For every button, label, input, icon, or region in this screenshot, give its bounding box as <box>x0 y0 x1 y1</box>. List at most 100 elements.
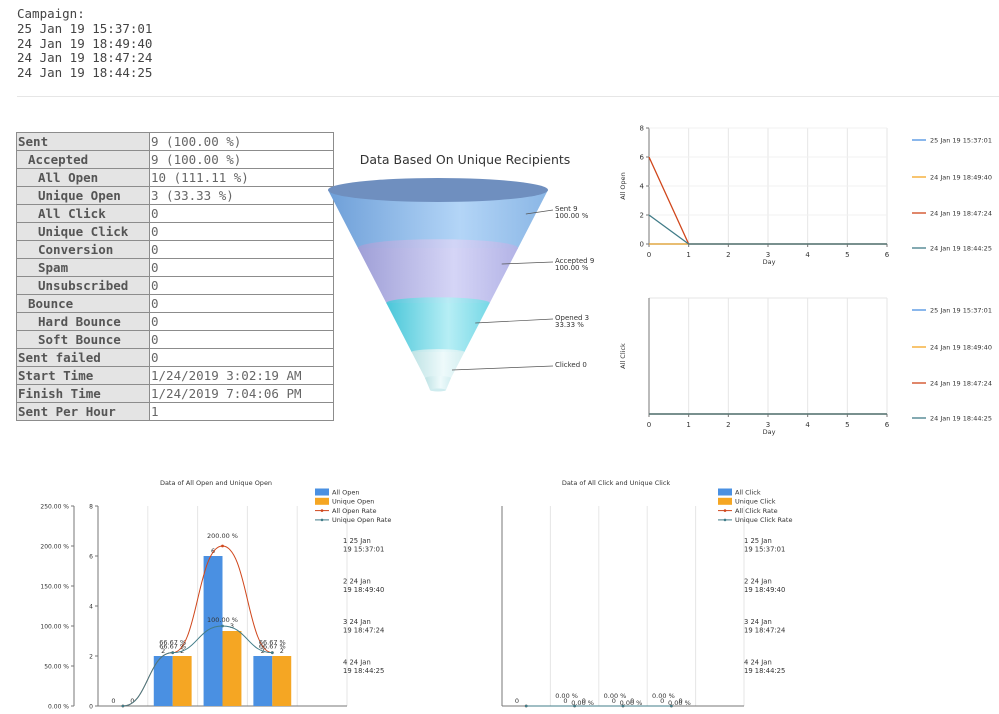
stats-label: Start Time <box>16 366 150 385</box>
stats-row: Unique Click 0 <box>16 222 334 241</box>
x-tick-label: 3 <box>766 251 770 259</box>
category-label-line: 19 18:44:25 <box>343 667 384 675</box>
funnel-stage-pct: 100.00 % <box>555 264 589 272</box>
open-bar-chart: Data of All Open and Unique Open 0 2 4 6 8 0.0… <box>40 479 391 711</box>
x-axis-label: Day <box>763 428 776 436</box>
funnel-stage-label: Accepted 9 <box>555 257 594 265</box>
rate-point <box>270 651 274 655</box>
stats-value: 0 <box>149 204 334 223</box>
campaign-label: Campaign: <box>17 6 85 21</box>
stats-value: 9 (100.00 %) <box>149 132 334 151</box>
bar-label: 6 <box>211 547 215 555</box>
category-label-line: 2 24 Jan <box>744 578 772 586</box>
campaign-date: 24 Jan 19 18:44:25 <box>17 65 153 81</box>
y2-tick-label: 200.00 % <box>40 544 69 551</box>
category-label-line: 4 24 Jan <box>744 659 772 667</box>
stats-value: 10 (111.11 %) <box>149 168 334 187</box>
rate-point <box>171 651 175 655</box>
funnel-stage-label: Opened 3 <box>555 314 589 322</box>
stats-label: Conversion <box>16 240 150 259</box>
legend-label: All Click Rate <box>735 507 778 515</box>
legend-label: Unique Click <box>735 498 776 506</box>
legend-swatch <box>315 488 329 496</box>
stats-label: Unique Click <box>16 222 150 241</box>
stats-value: 0 <box>149 348 334 367</box>
bar-label: 0 <box>679 697 683 705</box>
stats-label: Finish Time <box>16 384 150 403</box>
stats-value: 0 <box>149 294 334 313</box>
y-tick-label: 6 <box>640 154 645 162</box>
funnel-neck <box>425 378 451 390</box>
category-label-line: 2 24 Jan <box>343 578 371 586</box>
chart-title: Data of All Open and Unique Open <box>160 479 272 487</box>
stats-label: Hard Bounce <box>16 312 150 331</box>
y2-tick-label: 250.00 % <box>40 504 69 511</box>
campaign-date: 25 Jan 19 15:37:01 <box>17 20 153 36</box>
legend-label: Unique Open <box>332 498 374 506</box>
stats-value: 0 <box>149 258 334 277</box>
funnel-stage-accepted <box>357 248 519 303</box>
series-line <box>648 214 887 245</box>
x-tick-label: 5 <box>845 251 849 259</box>
rate-label: 0.00 % <box>604 692 627 700</box>
category-label-line: 4 24 Jan <box>343 659 371 667</box>
stats-value: 1/24/2019 3:02:19 AM <box>149 366 334 385</box>
category-label-line: 3 24 Jan <box>744 618 772 626</box>
campaign-date: 24 Jan 19 18:49:40 <box>17 35 153 51</box>
rate-label: 0.00 % <box>571 699 594 707</box>
rate-label: 0.00 % <box>652 692 675 700</box>
rate-label: 0.00 % <box>620 699 643 707</box>
category-label-line: 19 18:47:24 <box>744 627 785 635</box>
rate-point <box>221 624 224 628</box>
stats-row: Unsubscribed 0 <box>16 276 334 295</box>
legend-label: 24 Jan 19 18:49:40 <box>930 174 992 182</box>
legend-label: Unique Open Rate <box>332 516 391 524</box>
x-tick-label: 4 <box>805 251 810 259</box>
category-label-line: 1 25 Jan <box>744 537 772 545</box>
legend-label: All Click <box>735 488 761 496</box>
x-tick-label: 1 <box>686 251 690 259</box>
stats-label: Bounce <box>16 294 150 313</box>
rate-label: 66.67 % <box>159 643 186 651</box>
rate-label: 200.00 % <box>207 532 238 540</box>
stats-value: 0 <box>149 276 334 295</box>
funnel-leader-line <box>475 318 554 324</box>
x-tick-label: 5 <box>845 421 849 429</box>
legend-swatch <box>718 497 732 505</box>
legend-label: 25 Jan 19 15:37:01 <box>930 137 992 145</box>
bar-label: 0 <box>111 697 115 705</box>
x-tick-label: 2 <box>726 251 730 259</box>
legend-label: Unique Click Rate <box>735 516 792 524</box>
legend-label: 24 Jan 19 18:49:40 <box>930 344 992 352</box>
legend-label: 24 Jan 19 18:47:24 <box>930 210 992 218</box>
all-open-line-chart: 0 1 2 3 4 5 6 Day All Open 0 2 4 6 8 25 Jan 19 15:37:0… <box>619 125 992 267</box>
x-axis-label: Day <box>763 258 776 266</box>
y-tick-label: 0 <box>89 704 93 711</box>
funnel-leader-line <box>501 261 554 265</box>
stats-value: 0 <box>149 312 334 331</box>
stats-label: Sent Per Hour <box>16 402 150 421</box>
stats-label: Accepted <box>16 150 150 169</box>
stats-value: 1/24/2019 7:04:06 PM <box>149 384 334 403</box>
category-label: 2 24 Jan 19 18:49:40 <box>343 578 384 595</box>
category-label-line: 19 15:37:01 <box>343 546 384 554</box>
legend-label: 24 Jan 19 18:44:25 <box>930 245 992 253</box>
legend-marker <box>723 518 727 522</box>
stats-label: Sent <box>16 132 150 151</box>
category-label-line: 19 18:49:40 <box>343 586 384 594</box>
funnel-stage-pct: 100.00 % <box>555 212 589 220</box>
legend-label: 25 Jan 19 15:37:01 <box>930 307 992 315</box>
rate-point <box>121 704 125 708</box>
legend-marker <box>723 509 727 512</box>
bar-label: 0 <box>660 697 664 705</box>
y-axis-label: All Click <box>619 343 627 369</box>
bar-unique-open <box>172 656 192 706</box>
x-tick-label: 2 <box>726 421 730 429</box>
y-tick-label: 8 <box>640 125 644 133</box>
stats-row: Hard Bounce 0 <box>16 312 334 331</box>
legend-marker <box>320 518 324 522</box>
legend-label: All Open <box>332 488 360 496</box>
stats-label: All Open <box>16 168 150 187</box>
